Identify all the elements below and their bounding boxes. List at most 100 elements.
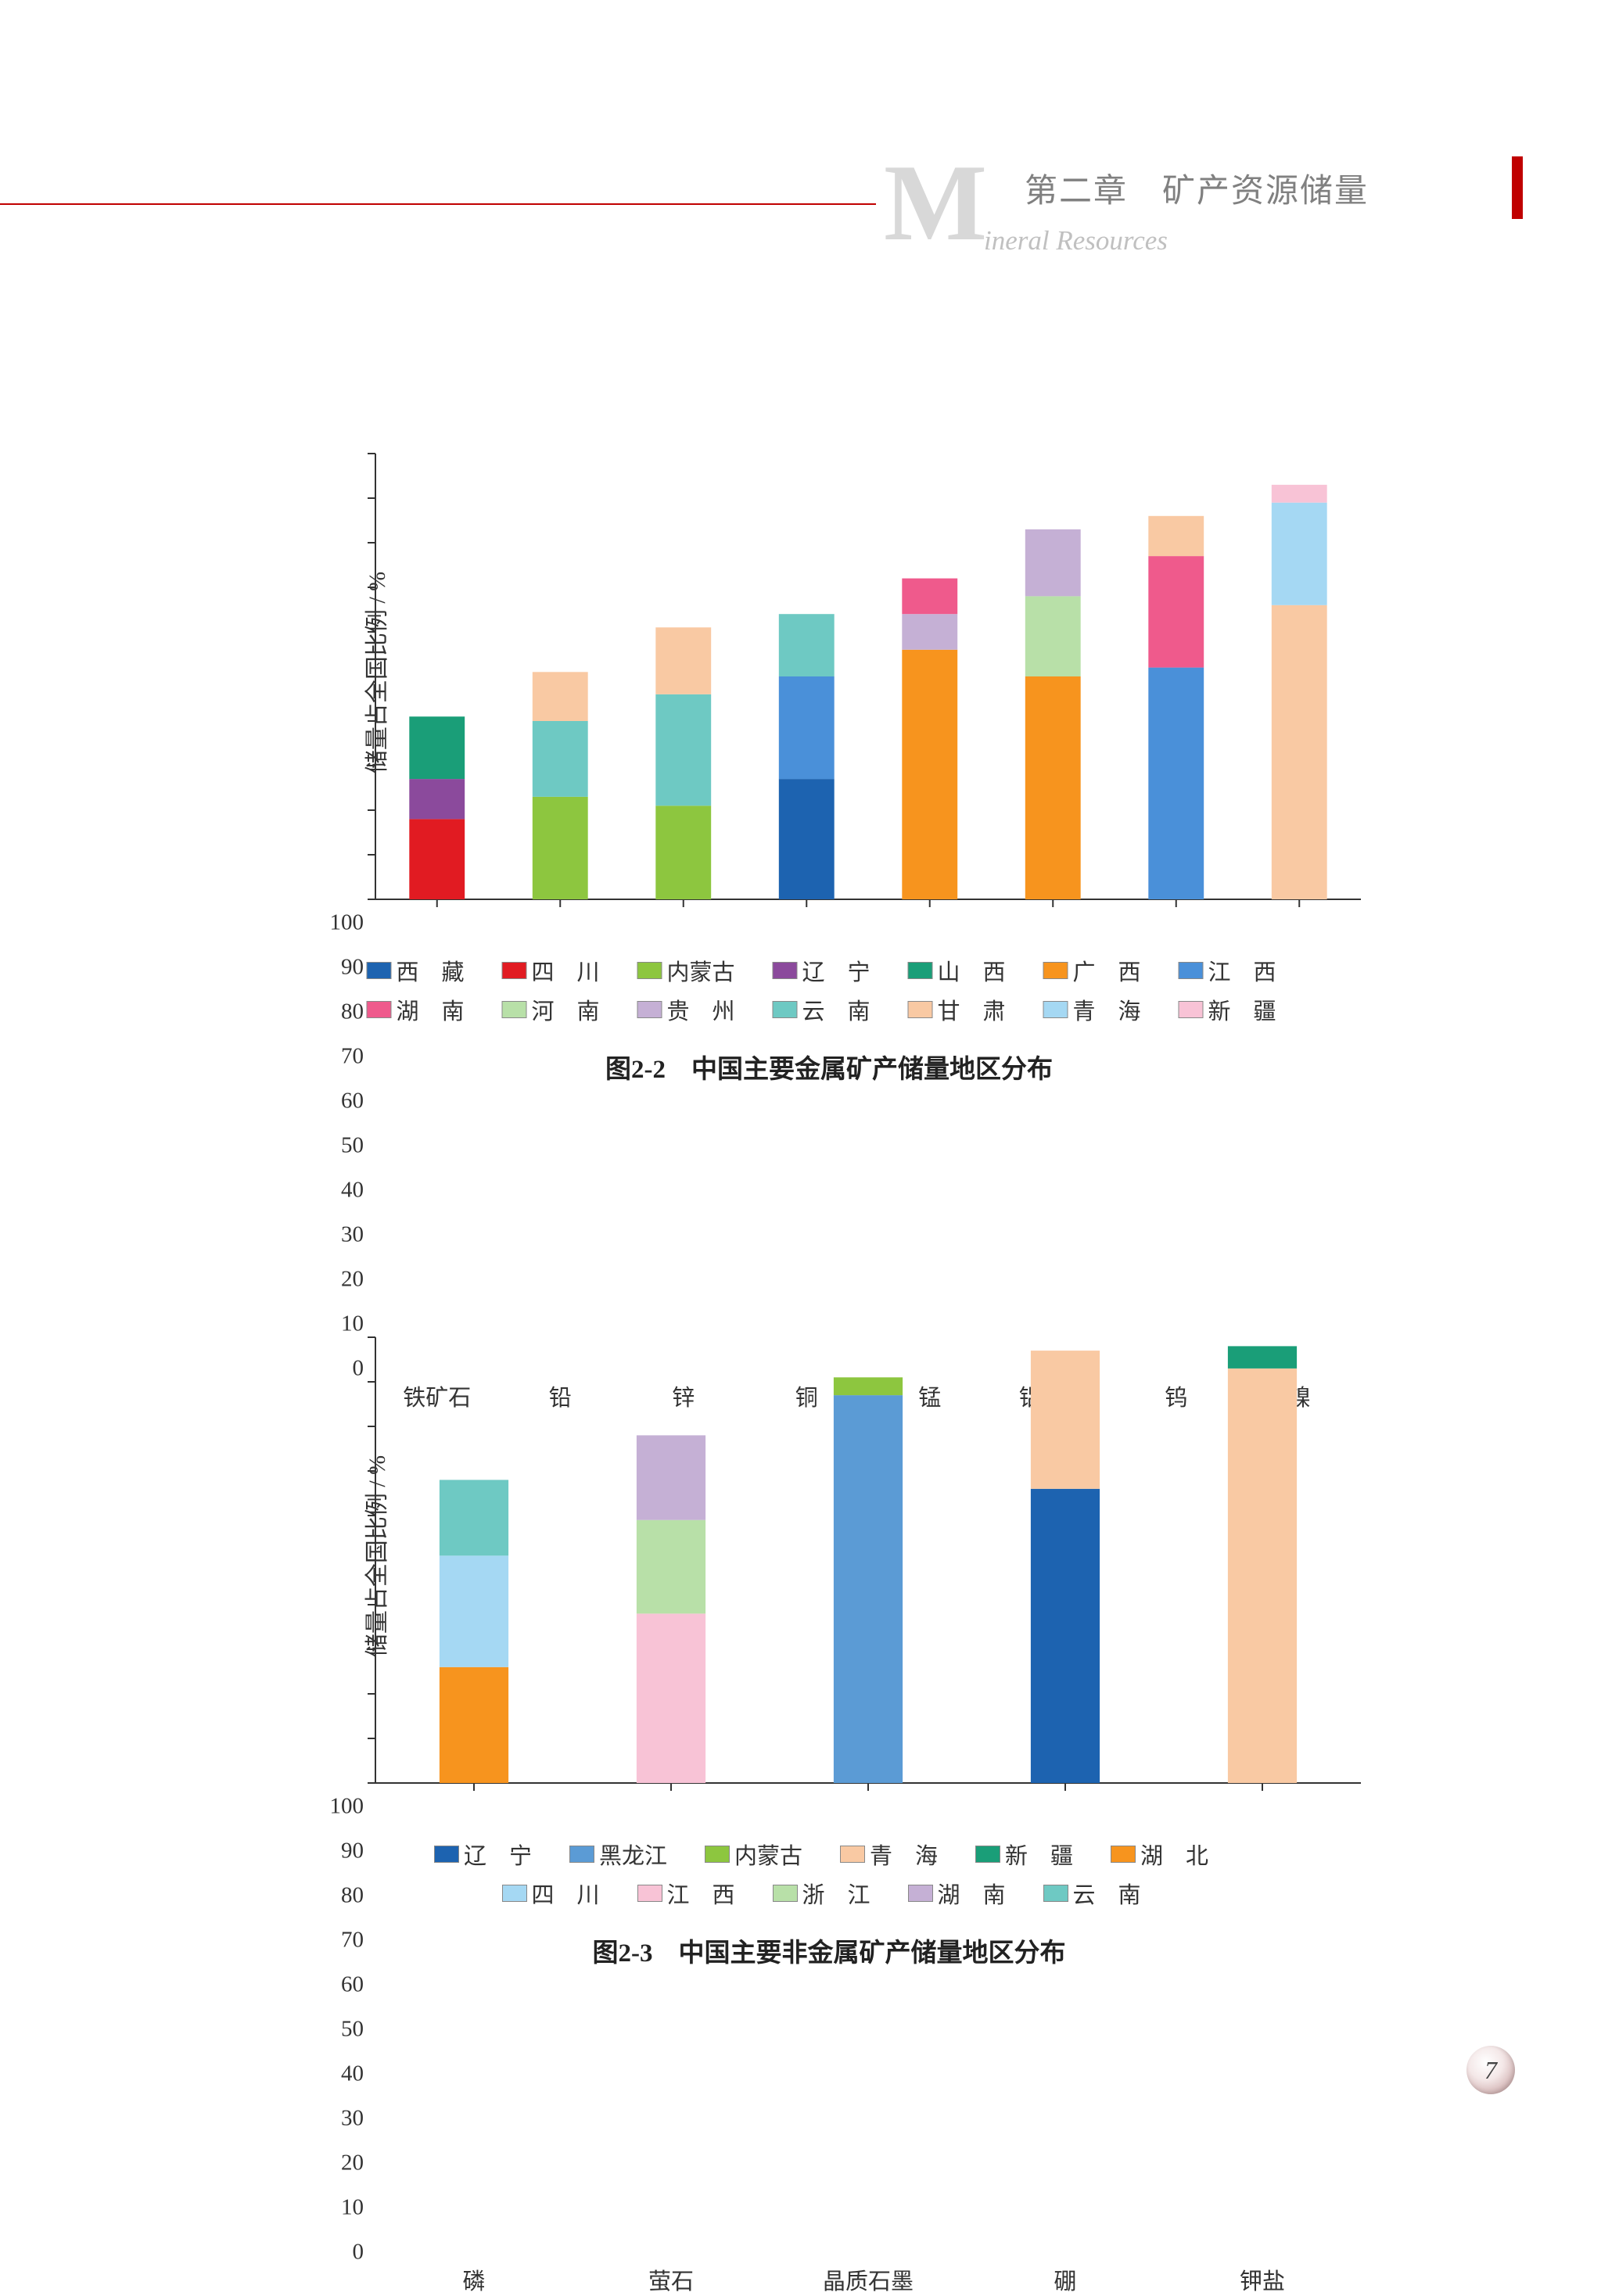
- y-tick-label: 70: [317, 1928, 364, 1953]
- x-tick-label: 硼: [1054, 2263, 1076, 2296]
- bar-segment: [779, 676, 835, 779]
- legend-item: 新 疆: [975, 1838, 1089, 1871]
- y-tick-label: 100: [317, 910, 364, 936]
- page-number: 7: [1466, 2046, 1515, 2094]
- y-tick-label: 50: [317, 1133, 364, 1159]
- legend-label: 广 西: [1073, 954, 1141, 987]
- y-tick-label: 30: [317, 1222, 364, 1248]
- legend-label: 西 藏: [397, 954, 465, 987]
- y-tick-label: 20: [317, 1267, 364, 1293]
- bar-segment: [1228, 1346, 1297, 1369]
- bar-segment: [533, 672, 588, 721]
- legend-swatch: [502, 1001, 527, 1018]
- bar-segment: [1228, 1369, 1297, 1783]
- bar-segment: [1148, 516, 1204, 556]
- legend-item: 四 川: [502, 954, 616, 987]
- legend-item: 江 西: [1179, 954, 1292, 987]
- bar-segment: [655, 694, 711, 806]
- legend-label: 云 南: [1073, 1877, 1141, 1910]
- legend-item: 山 西: [908, 954, 1021, 987]
- legend-item: 湖 南: [367, 993, 480, 1026]
- bar-segment: [902, 650, 957, 899]
- bar-segment: [1272, 485, 1327, 503]
- legend-label: 青 海: [870, 1838, 938, 1871]
- legend-swatch: [1179, 962, 1204, 979]
- legend-swatch: [908, 962, 933, 979]
- legend-label: 四 川: [532, 1877, 600, 1910]
- legend-swatch: [1111, 1846, 1136, 1863]
- legend-label: 湖 南: [397, 993, 465, 1026]
- bar-segment: [1148, 556, 1204, 668]
- legend-item: 湖 北: [1111, 1838, 1224, 1871]
- legend-item: 浙 江: [773, 1877, 886, 1910]
- legend-item: 青 海: [1043, 993, 1157, 1026]
- legend-swatch: [975, 1846, 1000, 1863]
- bar-segment: [1148, 668, 1204, 899]
- legend-swatch: [773, 1001, 798, 1018]
- chart2-ylabel: 储量占全国比例 / %: [357, 1455, 392, 1657]
- bar-segment: [1025, 676, 1081, 899]
- legend-item: 云 南: [1043, 1877, 1157, 1910]
- legend-swatch: [840, 1846, 865, 1863]
- bar-segment: [637, 1613, 705, 1783]
- legend-swatch: [773, 1885, 798, 1902]
- legend-swatch: [1043, 962, 1068, 979]
- legend-item: 新 疆: [1179, 993, 1292, 1026]
- legend-swatch: [434, 1846, 459, 1863]
- legend-label: 江 西: [1208, 954, 1276, 987]
- bar-segment: [533, 797, 588, 899]
- y-tick-label: 40: [317, 2061, 364, 2087]
- chart-2-2: 储量占全国比例 / % 0102030405060708090100 铁矿石铅锌…: [282, 446, 1377, 1150]
- x-tick-label: 磷: [462, 2263, 485, 2296]
- bar-segment: [655, 805, 711, 899]
- legend-label: 青 海: [1073, 993, 1141, 1026]
- legend-swatch: [637, 1885, 662, 1902]
- legend-swatch: [637, 962, 662, 979]
- legend-item: 辽 宁: [434, 1838, 547, 1871]
- bar-segment: [779, 614, 835, 676]
- header-chapter-title: 第二章 矿产资源储量: [1025, 164, 1369, 212]
- legend-swatch: [908, 1885, 933, 1902]
- bar-segment: [1025, 529, 1081, 597]
- legend-label: 浙 江: [802, 1877, 870, 1910]
- legend-swatch: [502, 1885, 527, 1902]
- y-tick-label: 60: [317, 1972, 364, 1998]
- legend-item: 湖 南: [908, 1877, 1021, 1910]
- legend-label: 甘 肃: [938, 993, 1006, 1026]
- y-tick-label: 40: [317, 1178, 364, 1204]
- bar-segment: [637, 1435, 705, 1519]
- legend-item: 西 藏: [367, 954, 480, 987]
- legend-item: 广 西: [1043, 954, 1157, 987]
- header-accent-bar: [1512, 156, 1523, 219]
- chart2-plot: [282, 1329, 1377, 1799]
- legend-item: 四 川: [502, 1877, 616, 1910]
- legend-label: 四 川: [532, 954, 600, 987]
- legend-label: 黑龙江: [599, 1838, 667, 1871]
- bar-segment: [637, 1520, 705, 1614]
- x-tick-label: 钾盐: [1240, 2263, 1285, 2296]
- legend-label: 内蒙古: [734, 1838, 802, 1871]
- legend-item: 辽 宁: [773, 954, 886, 987]
- chart1-plot: [282, 446, 1377, 915]
- header-rule: [0, 203, 876, 205]
- chart1-caption: 图2-2 中国主要金属矿产储量地区分布: [605, 1048, 1053, 1085]
- bar-segment: [1272, 503, 1327, 605]
- header-subtitle: ineral Resources: [984, 225, 1168, 257]
- legend-item: 内蒙古: [705, 1838, 818, 1871]
- legend-label: 山 西: [938, 954, 1006, 987]
- legend-item: 贵 州: [637, 993, 751, 1026]
- y-tick-label: 0: [317, 2240, 364, 2266]
- bar-segment: [409, 779, 465, 819]
- legend-label: 湖 南: [938, 1877, 1006, 1910]
- legend-label: 湖 北: [1140, 1838, 1208, 1871]
- legend-swatch: [502, 962, 527, 979]
- bar-segment: [902, 579, 957, 615]
- bar-segment: [533, 721, 588, 797]
- bar-segment: [902, 614, 957, 650]
- legend-label: 江 西: [667, 1877, 735, 1910]
- y-tick-label: 90: [317, 1839, 364, 1864]
- x-tick-label: 萤石: [648, 2263, 694, 2296]
- legend-item: 青 海: [840, 1838, 953, 1871]
- bar-segment: [1031, 1351, 1100, 1489]
- bar-segment: [440, 1555, 508, 1667]
